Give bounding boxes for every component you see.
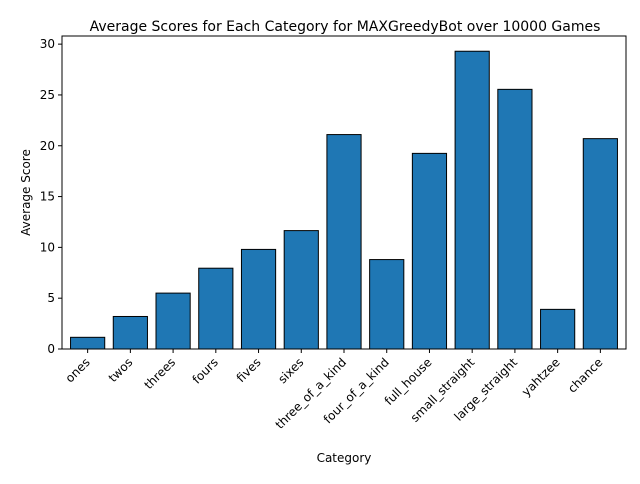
x-tick-label: sixes	[275, 355, 306, 386]
x-axis-label: Category	[317, 451, 372, 465]
bar-full-house	[411, 152, 448, 350]
bar-twos	[112, 315, 148, 350]
x-tick-label: fives	[234, 355, 264, 385]
x-axis: ones twos threes fours fives sixesthree_of_a_…	[63, 349, 605, 432]
x-tick-label: ones	[63, 355, 93, 385]
y-tick-label: 5	[47, 291, 55, 305]
y-tick-label: 15	[40, 190, 55, 204]
x-tick-label: fours	[190, 355, 221, 386]
x-tick-label: twos	[106, 355, 136, 385]
y-axis: 0 5 10 15 20 25 30	[40, 37, 62, 356]
bar-sixes	[283, 230, 319, 350]
x-tick-label: chance	[565, 355, 605, 395]
bar-large-straight	[497, 88, 533, 350]
bar-four-of-a-kind	[369, 259, 405, 350]
x-tick-label: yahtzee	[519, 355, 563, 399]
bar-small-straight	[454, 50, 490, 350]
y-tick-label: 10	[40, 240, 55, 254]
bar-fours	[198, 267, 234, 350]
y-tick-label: 0	[47, 342, 55, 356]
y-tick-label: 30	[40, 37, 55, 51]
bar-fives	[240, 248, 277, 350]
bar-threes	[155, 292, 191, 350]
bar-three-of-a-kind	[326, 134, 362, 350]
bar-chance	[582, 138, 618, 350]
chart-title: Average Scores for Each Category for MAX…	[90, 19, 601, 35]
y-tick-label: 25	[40, 88, 55, 102]
plot-frame	[61, 35, 627, 350]
bar-yahtzee	[540, 308, 576, 350]
x-tick-label: threes	[141, 355, 178, 392]
bar-ones	[70, 336, 106, 350]
bars-group	[70, 50, 618, 350]
y-tick-label: 20	[40, 139, 55, 153]
y-axis-label: Average Score	[19, 149, 33, 236]
